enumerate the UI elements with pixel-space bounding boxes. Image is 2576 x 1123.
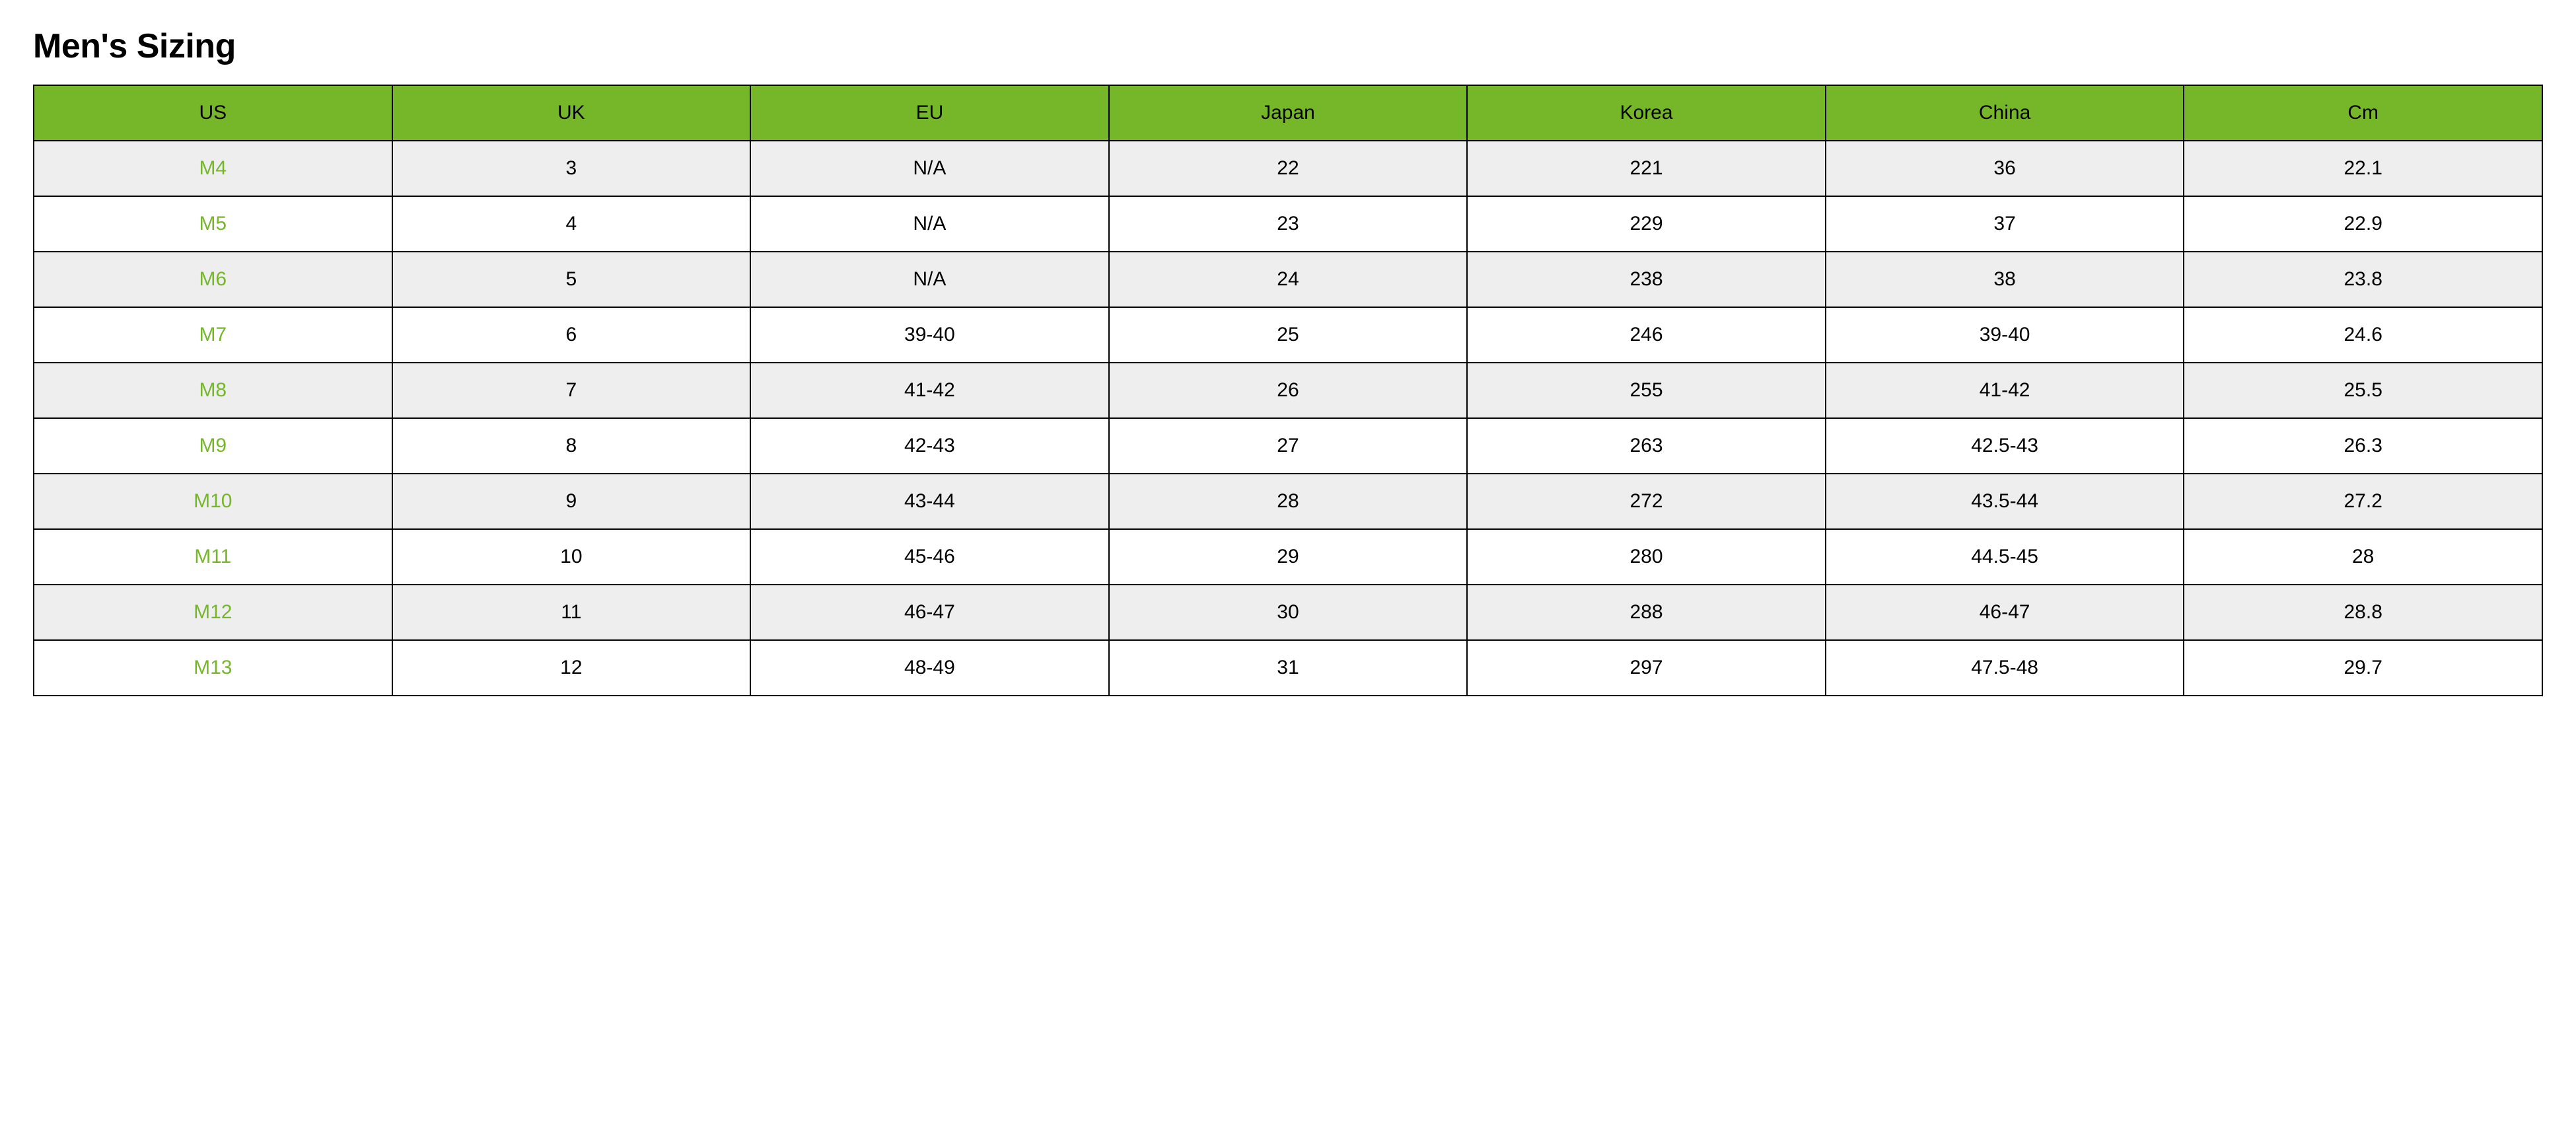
table-header: USUKEUJapanKoreaChinaCm xyxy=(34,85,2542,141)
table-cell: 26 xyxy=(1109,363,1468,418)
table-cell: 255 xyxy=(1467,363,1826,418)
table-cell: 7 xyxy=(392,363,751,418)
table-cell: 229 xyxy=(1467,196,1826,252)
table-cell: 28 xyxy=(2184,529,2542,585)
table-cell: N/A xyxy=(750,141,1109,196)
table-row: M9842-432726342.5-4326.3 xyxy=(34,418,2542,474)
table-cell: 29.7 xyxy=(2184,640,2542,696)
table-cell: 31 xyxy=(1109,640,1468,696)
table-cell: 24 xyxy=(1109,252,1468,307)
table-cell: N/A xyxy=(750,196,1109,252)
table-cell: 43.5-44 xyxy=(1826,474,2184,529)
table-cell: 22.1 xyxy=(2184,141,2542,196)
table-cell: 297 xyxy=(1467,640,1826,696)
table-cell: 263 xyxy=(1467,418,1826,474)
table-cell: 5 xyxy=(392,252,751,307)
table-cell: 46-47 xyxy=(750,585,1109,640)
table-cell: 24.6 xyxy=(2184,307,2542,363)
table-row: M43N/A222213622.1 xyxy=(34,141,2542,196)
us-cell: M7 xyxy=(34,307,392,363)
table-row: M54N/A232293722.9 xyxy=(34,196,2542,252)
us-cell: M10 xyxy=(34,474,392,529)
table-header-cell: China xyxy=(1826,85,2184,141)
table-cell: 3 xyxy=(392,141,751,196)
table-row: M65N/A242383823.8 xyxy=(34,252,2542,307)
table-cell: 47.5-48 xyxy=(1826,640,2184,696)
table-header-cell: US xyxy=(34,85,392,141)
table-cell: 23.8 xyxy=(2184,252,2542,307)
table-cell: 23 xyxy=(1109,196,1468,252)
table-row: M121146-473028846-4728.8 xyxy=(34,585,2542,640)
table-cell: N/A xyxy=(750,252,1109,307)
table-cell: 6 xyxy=(392,307,751,363)
table-header-cell: UK xyxy=(392,85,751,141)
table-row: M131248-493129747.5-4829.7 xyxy=(34,640,2542,696)
us-cell: M4 xyxy=(34,141,392,196)
table-cell: 28 xyxy=(1109,474,1468,529)
sizing-table: USUKEUJapanKoreaChinaCm M43N/A222213622.… xyxy=(33,85,2543,696)
table-cell: 48-49 xyxy=(750,640,1109,696)
table-header-row: USUKEUJapanKoreaChinaCm xyxy=(34,85,2542,141)
table-cell: 221 xyxy=(1467,141,1826,196)
table-cell: 12 xyxy=(392,640,751,696)
table-cell: 10 xyxy=(392,529,751,585)
table-cell: 41-42 xyxy=(750,363,1109,418)
table-cell: 272 xyxy=(1467,474,1826,529)
us-cell: M11 xyxy=(34,529,392,585)
table-cell: 288 xyxy=(1467,585,1826,640)
table-cell: 27 xyxy=(1109,418,1468,474)
table-cell: 38 xyxy=(1826,252,2184,307)
table-cell: 25 xyxy=(1109,307,1468,363)
table-cell: 238 xyxy=(1467,252,1826,307)
table-header-cell: Cm xyxy=(2184,85,2542,141)
table-cell: 39-40 xyxy=(750,307,1109,363)
table-cell: 28.8 xyxy=(2184,585,2542,640)
table-cell: 26.3 xyxy=(2184,418,2542,474)
us-cell: M6 xyxy=(34,252,392,307)
table-cell: 30 xyxy=(1109,585,1468,640)
us-cell: M8 xyxy=(34,363,392,418)
table-row: M10943-442827243.5-4427.2 xyxy=(34,474,2542,529)
table-header-cell: Japan xyxy=(1109,85,1468,141)
table-body: M43N/A222213622.1M54N/A232293722.9M65N/A… xyxy=(34,141,2542,696)
table-cell: 43-44 xyxy=(750,474,1109,529)
us-cell: M13 xyxy=(34,640,392,696)
table-cell: 42-43 xyxy=(750,418,1109,474)
table-cell: 44.5-45 xyxy=(1826,529,2184,585)
table-row: M8741-422625541-4225.5 xyxy=(34,363,2542,418)
us-cell: M12 xyxy=(34,585,392,640)
table-cell: 46-47 xyxy=(1826,585,2184,640)
table-cell: 45-46 xyxy=(750,529,1109,585)
table-row: M7639-402524639-4024.6 xyxy=(34,307,2542,363)
table-cell: 246 xyxy=(1467,307,1826,363)
table-cell: 22.9 xyxy=(2184,196,2542,252)
table-cell: 36 xyxy=(1826,141,2184,196)
table-row: M111045-462928044.5-4528 xyxy=(34,529,2542,585)
us-cell: M5 xyxy=(34,196,392,252)
table-cell: 42.5-43 xyxy=(1826,418,2184,474)
table-cell: 11 xyxy=(392,585,751,640)
table-cell: 9 xyxy=(392,474,751,529)
table-header-cell: EU xyxy=(750,85,1109,141)
table-cell: 8 xyxy=(392,418,751,474)
table-cell: 29 xyxy=(1109,529,1468,585)
table-cell: 37 xyxy=(1826,196,2184,252)
table-cell: 25.5 xyxy=(2184,363,2542,418)
table-cell: 27.2 xyxy=(2184,474,2542,529)
table-cell: 22 xyxy=(1109,141,1468,196)
page-title: Men's Sizing xyxy=(33,26,2543,66)
us-cell: M9 xyxy=(34,418,392,474)
table-cell: 41-42 xyxy=(1826,363,2184,418)
table-cell: 39-40 xyxy=(1826,307,2184,363)
table-header-cell: Korea xyxy=(1467,85,1826,141)
table-cell: 280 xyxy=(1467,529,1826,585)
table-cell: 4 xyxy=(392,196,751,252)
